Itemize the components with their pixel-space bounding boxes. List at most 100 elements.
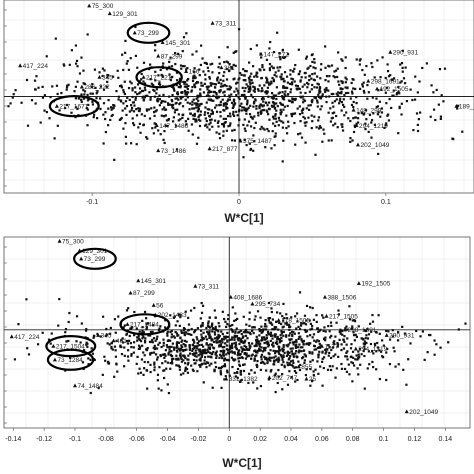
cloud-point [97,386,100,390]
data-point [384,333,389,337]
point-label: 178_1505 [281,318,310,325]
cloud-point [272,78,275,81]
cloud-point [352,130,356,134]
cloud-point [357,325,360,328]
cloud-point [93,68,97,71]
cloud-point [221,122,224,126]
cloud-point [384,76,387,80]
cloud-point [219,371,222,375]
cloud-point [354,87,357,91]
cloud-point [285,354,289,358]
cloud-point [263,362,266,365]
cloud-point [253,100,256,103]
cloud-point [387,330,390,333]
cloud-point [281,357,284,360]
cloud-point [292,112,295,115]
cloud-point [208,123,211,126]
cloud-point [246,101,249,104]
cloud-point [215,341,218,344]
cloud-point [208,89,211,92]
cloud-point [302,349,305,352]
cloud-point [439,115,443,118]
cloud-point [154,339,157,342]
cloud-point [398,105,401,108]
cloud-point [355,96,358,99]
cloud-point [170,65,174,68]
cloud-point [160,114,163,117]
cloud-point [289,332,292,335]
cloud-point [272,94,275,97]
cloud-point [145,109,149,112]
cloud-point [293,340,297,343]
cloud-point [135,107,138,111]
cloud-point [282,361,285,364]
cloud-point [299,346,302,349]
cloud-point [217,125,220,128]
cloud-point [170,350,173,353]
cloud-point [298,343,301,346]
cloud-point [260,346,263,349]
cloud-point [194,85,197,89]
cloud-point [185,367,189,371]
cloud-point [285,335,288,338]
cloud-point [222,134,225,137]
cloud-point [432,91,435,94]
cloud-point [312,370,315,373]
cloud-point [361,83,364,86]
cloud-point [175,342,178,345]
cloud-point [199,88,202,91]
cloud-point [279,58,282,61]
cloud-point [282,330,285,334]
cloud-point [226,331,229,335]
cloud-point [334,69,338,72]
cloud-point [303,314,307,317]
cloud-point [188,348,191,352]
cloud-point [157,343,160,346]
cloud-point [228,338,231,341]
cloud-point [164,114,168,117]
point-label: 417_224 [14,334,40,341]
cloud-point [264,322,267,326]
cloud-point [245,348,248,351]
cloud-point [260,56,263,59]
cloud-point [262,108,266,112]
cloud-point [222,123,225,127]
cloud-point [248,344,251,347]
cloud-point [255,71,258,75]
cloud-point [255,338,258,342]
cloud-point [261,329,265,332]
cloud-point [379,115,382,118]
cloud-point [226,61,230,64]
point-cloud [7,25,464,163]
cloud-point [212,99,215,102]
cloud-point [173,111,177,114]
cloud-point [155,88,158,91]
cloud-point [325,86,328,90]
cloud-point [195,346,198,350]
cloud-point [49,96,52,99]
cloud-point [243,341,246,344]
cloud-point [128,110,131,113]
cloud-point [340,123,343,126]
cloud-point [201,304,205,307]
data-point [141,75,146,79]
cloud-point [346,86,349,89]
cloud-point [235,371,239,374]
cloud-point [65,103,69,107]
cloud-point [290,114,294,118]
cloud-point [211,62,214,65]
cloud-point [188,102,192,105]
cloud-point [99,85,103,88]
cloud-point [310,114,313,117]
cloud-point [239,370,242,373]
cloud-point [142,80,145,83]
cloud-point [353,124,356,127]
cloud-point [331,116,334,119]
cloud-point [275,340,278,343]
cloud-point [206,324,210,327]
cloud-point [213,309,216,312]
cloud-point [207,346,210,349]
cloud-point [309,64,312,68]
cloud-point [287,99,291,102]
cloud-point [282,56,286,59]
